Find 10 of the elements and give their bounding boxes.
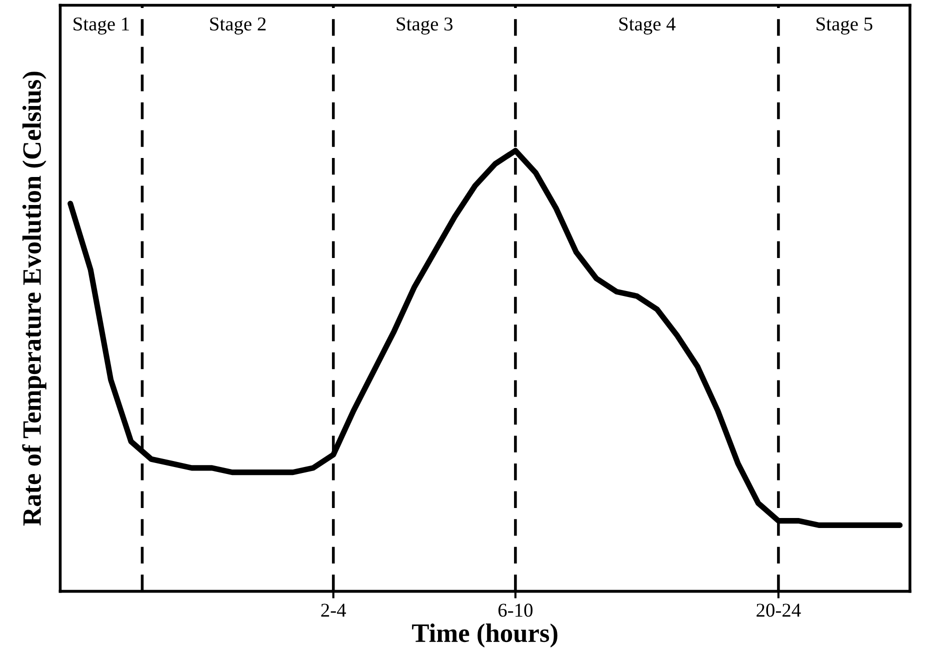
x-axis-title: Time (hours) <box>412 624 558 648</box>
x-tick-label: 2-4 <box>321 604 346 617</box>
text: Stage 1 <box>74 18 129 35</box>
x-tick-label: 6-10 <box>498 604 533 617</box>
text: Stage 2 <box>210 18 266 35</box>
x-tick-label: 20-24 <box>756 604 801 617</box>
text: Stage 4 <box>619 18 676 35</box>
text: Stage 3 <box>396 18 453 35</box>
y-axis-title: Rate of Temperature Evolution (Celsius) <box>22 72 46 526</box>
text: Stage 5 <box>816 18 872 35</box>
